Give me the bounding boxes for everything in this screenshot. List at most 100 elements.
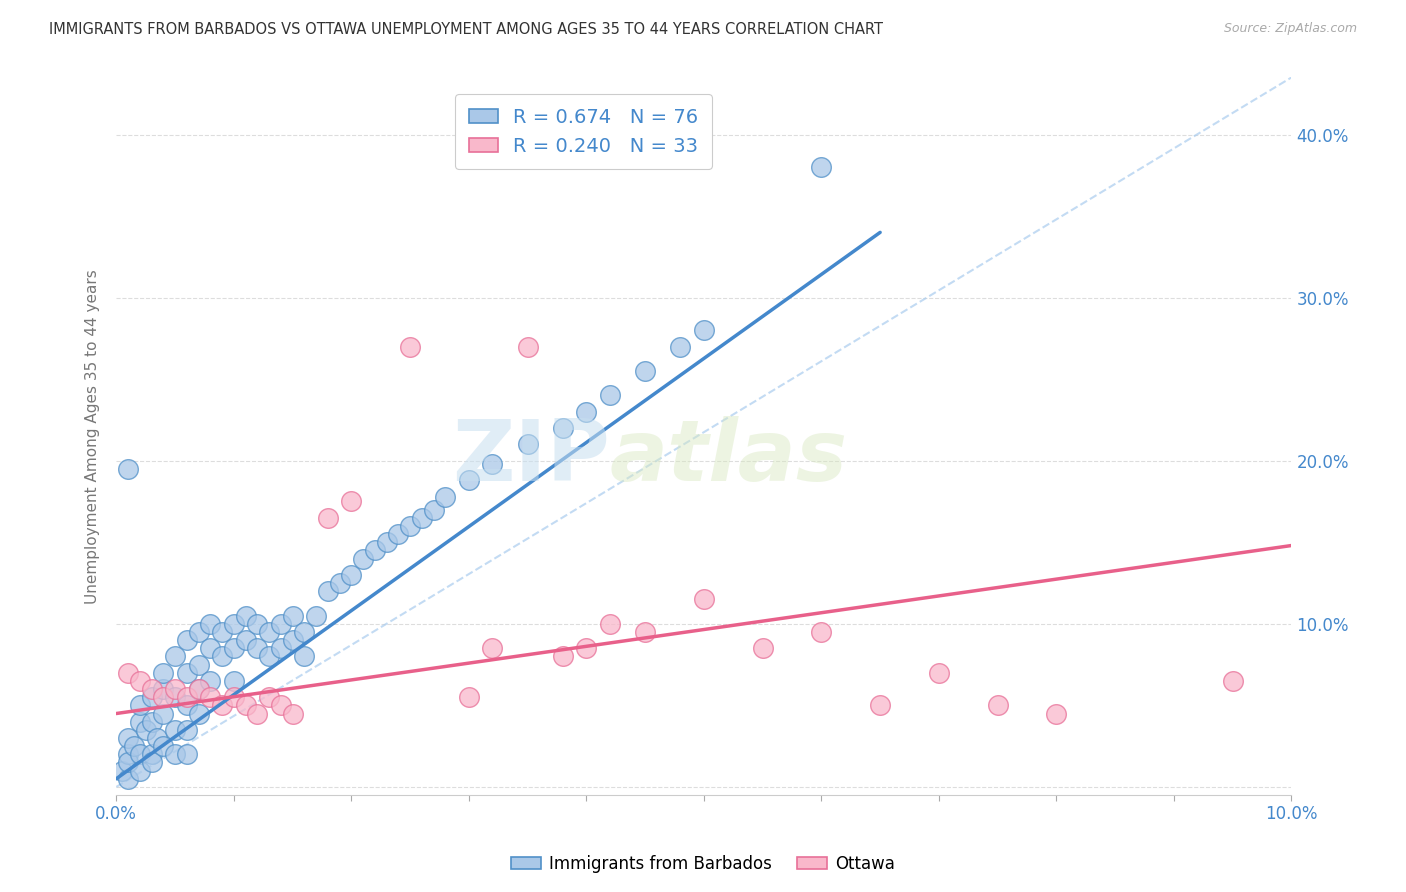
- Point: [152, 681, 174, 696]
- Point: [751, 641, 773, 656]
- Point: [141, 690, 163, 705]
- Point: [135, 723, 157, 737]
- Point: [222, 673, 245, 688]
- Point: [481, 641, 503, 656]
- Point: [128, 673, 150, 688]
- Point: [141, 756, 163, 770]
- Legend: R = 0.674   N = 76, R = 0.240   N = 33: R = 0.674 N = 76, R = 0.240 N = 33: [456, 95, 711, 169]
- Point: [176, 723, 198, 737]
- Point: [693, 323, 716, 337]
- Point: [152, 690, 174, 705]
- Point: [457, 473, 479, 487]
- Point: [211, 624, 233, 639]
- Point: [152, 665, 174, 680]
- Point: [117, 731, 139, 745]
- Point: [305, 608, 328, 623]
- Point: [235, 698, 257, 713]
- Point: [146, 731, 169, 745]
- Point: [987, 698, 1010, 713]
- Point: [516, 340, 538, 354]
- Point: [364, 543, 387, 558]
- Point: [375, 535, 398, 549]
- Point: [117, 772, 139, 786]
- Point: [292, 624, 315, 639]
- Point: [141, 681, 163, 696]
- Point: [163, 723, 186, 737]
- Point: [481, 457, 503, 471]
- Point: [246, 616, 269, 631]
- Point: [340, 494, 363, 508]
- Text: ZIP: ZIP: [453, 417, 610, 500]
- Point: [599, 388, 621, 402]
- Point: [634, 624, 657, 639]
- Point: [176, 665, 198, 680]
- Point: [434, 490, 457, 504]
- Point: [669, 340, 692, 354]
- Point: [422, 502, 444, 516]
- Point: [928, 665, 950, 680]
- Point: [200, 616, 222, 631]
- Point: [316, 510, 339, 524]
- Point: [222, 690, 245, 705]
- Point: [281, 706, 304, 721]
- Point: [235, 633, 257, 648]
- Point: [187, 624, 209, 639]
- Point: [163, 690, 186, 705]
- Point: [270, 641, 292, 656]
- Point: [810, 624, 832, 639]
- Point: [1222, 673, 1244, 688]
- Text: atlas: atlas: [610, 417, 848, 500]
- Point: [457, 690, 479, 705]
- Point: [257, 690, 280, 705]
- Point: [575, 641, 598, 656]
- Point: [340, 567, 363, 582]
- Point: [281, 633, 304, 648]
- Point: [176, 747, 198, 762]
- Point: [117, 462, 139, 476]
- Point: [246, 641, 269, 656]
- Point: [152, 706, 174, 721]
- Point: [399, 519, 422, 533]
- Point: [575, 405, 598, 419]
- Point: [551, 421, 574, 435]
- Point: [128, 764, 150, 778]
- Point: [693, 592, 716, 607]
- Point: [387, 527, 409, 541]
- Point: [187, 681, 209, 696]
- Point: [211, 649, 233, 664]
- Point: [122, 739, 145, 753]
- Point: [128, 698, 150, 713]
- Point: [599, 616, 621, 631]
- Point: [111, 764, 134, 778]
- Point: [810, 160, 832, 174]
- Point: [270, 616, 292, 631]
- Point: [551, 649, 574, 664]
- Point: [128, 747, 150, 762]
- Point: [211, 698, 233, 713]
- Point: [1045, 706, 1067, 721]
- Y-axis label: Unemployment Among Ages 35 to 44 years: Unemployment Among Ages 35 to 44 years: [86, 268, 100, 604]
- Point: [292, 649, 315, 664]
- Point: [411, 510, 433, 524]
- Point: [152, 739, 174, 753]
- Point: [352, 551, 374, 566]
- Point: [117, 747, 139, 762]
- Point: [316, 584, 339, 599]
- Point: [163, 649, 186, 664]
- Point: [634, 364, 657, 378]
- Point: [235, 608, 257, 623]
- Point: [128, 714, 150, 729]
- Point: [141, 747, 163, 762]
- Point: [246, 706, 269, 721]
- Point: [200, 673, 222, 688]
- Point: [222, 616, 245, 631]
- Point: [270, 698, 292, 713]
- Point: [222, 641, 245, 656]
- Point: [187, 706, 209, 721]
- Point: [117, 665, 139, 680]
- Point: [117, 756, 139, 770]
- Point: [869, 698, 891, 713]
- Point: [200, 690, 222, 705]
- Point: [176, 633, 198, 648]
- Point: [516, 437, 538, 451]
